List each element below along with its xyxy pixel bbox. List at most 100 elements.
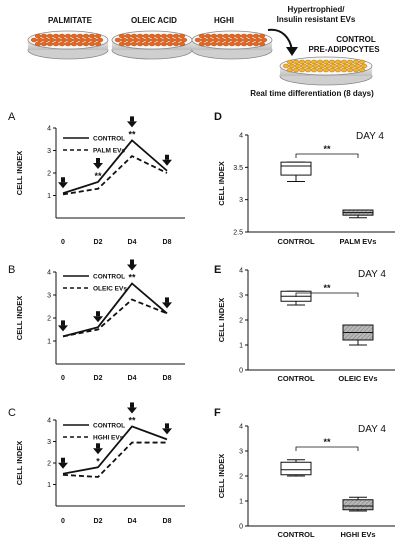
cell	[30, 37, 38, 43]
panel-f-ytick-label: 1	[239, 499, 243, 506]
panel-c-timepoint-arrow-icon	[58, 457, 68, 469]
panel-e-ytick-label: 0	[239, 368, 243, 375]
cell	[154, 41, 162, 47]
cell	[84, 37, 92, 43]
dish-oleic-acid	[111, 30, 193, 60]
panel-b-x-tick-label: D4	[128, 375, 137, 382]
cell	[58, 41, 66, 47]
cell	[40, 33, 48, 39]
cell	[330, 63, 338, 69]
panel-e-box-evs	[342, 324, 374, 346]
panel-a-timepoint-arrow-icon	[93, 158, 103, 169]
cell	[136, 33, 144, 39]
cell	[228, 33, 236, 39]
panel-d-significance-label: **	[323, 144, 331, 154]
cell	[354, 63, 362, 69]
cell	[292, 59, 300, 65]
panel-c-ytick-label: 3	[47, 439, 51, 446]
cell	[258, 41, 266, 47]
panel-b-legend-label: OLEIC EVs	[93, 286, 127, 293]
cell	[246, 41, 254, 47]
dish-label-oleic-acid: OLEIC ACID	[131, 16, 177, 25]
cell	[136, 41, 144, 47]
panel-a-timepoint-arrow-icon-stem	[165, 154, 169, 160]
cell	[64, 33, 72, 39]
cell	[96, 37, 104, 43]
cell	[94, 33, 102, 39]
panel-c-timepoint-arrow-icon	[93, 443, 103, 455]
panel-letter-d: D	[214, 111, 222, 123]
cell	[42, 37, 50, 43]
panel-c-y-axis-label: CELL INDEX	[15, 441, 24, 485]
cell	[352, 67, 360, 73]
cell	[340, 59, 348, 65]
panel-a-x-tick-label: D8	[163, 239, 172, 246]
panel-c-timepoint-arrow-icon-stem	[96, 443, 100, 449]
cell	[198, 33, 206, 39]
panel-e-ytick-label: 3	[239, 293, 243, 300]
panel-f-ytick-label: 3	[239, 449, 243, 456]
cell	[334, 59, 342, 65]
panel-f-x-tick-label: CONTROL	[277, 530, 314, 539]
cell	[310, 67, 318, 73]
cell	[178, 41, 186, 47]
cell	[210, 41, 218, 47]
panel-d-x-tick-label: CONTROL	[277, 237, 314, 246]
panel-c-x-tick-label: D8	[163, 518, 172, 525]
dish-label-hghi: HGHI	[214, 16, 234, 25]
panel-a-legend-label: PALM EVs	[93, 148, 125, 155]
panel-b-ytick-label: 3	[47, 293, 51, 300]
panel-f-ytick-label: 2	[239, 474, 243, 481]
dish-label-palmitate: PALMITATE	[48, 16, 93, 25]
panel-a-series-evs-line	[62, 155, 168, 196]
cell	[248, 37, 256, 43]
panel-a-timepoint-arrow-icon-head	[162, 159, 172, 166]
panel-c-x-tick-label: D4	[128, 518, 137, 525]
panel-f-box-evs	[342, 496, 374, 512]
panel-c-legend-label: CONTROL	[93, 423, 125, 430]
cell	[76, 41, 84, 47]
panel-b-ytick-label: 2	[47, 316, 51, 323]
cell	[124, 33, 132, 39]
panel-b-x-tick-label: D8	[163, 375, 172, 382]
cell	[246, 33, 254, 39]
cell	[340, 67, 348, 73]
cell	[118, 41, 126, 47]
panel-b-timepoint-arrow-icon	[93, 311, 103, 323]
panel-b-x-tick-label: 0	[61, 375, 65, 382]
cell	[318, 63, 326, 69]
panel-a-ytick-label: 1	[47, 193, 51, 200]
panel-a-timepoint-arrow-icon	[162, 154, 172, 166]
cell	[88, 41, 96, 47]
panel-d-y-axis-label: CELL INDEX	[217, 161, 226, 205]
cell	[172, 33, 180, 39]
panel-b-legend-label: CONTROL	[93, 274, 125, 281]
cell	[82, 33, 90, 39]
cell	[216, 41, 224, 47]
cell	[358, 67, 366, 73]
cell	[46, 33, 54, 39]
cell	[306, 63, 314, 69]
cell	[312, 63, 320, 69]
cell	[52, 33, 60, 39]
dish-hghi	[191, 30, 273, 60]
panel-b-ytick-label: 1	[47, 339, 51, 346]
panel-e-ytick-label: 4	[239, 268, 243, 275]
dish-palmitate-cells	[30, 33, 104, 47]
header-schematic: PALMITATE OLEIC ACID HGHI Hypertrophied/…	[27, 5, 380, 98]
panel-a-timepoint-arrow-icon-head	[93, 163, 103, 169]
cell	[288, 63, 296, 69]
panel-a-timepoint-arrow-icon-stem	[96, 158, 100, 163]
cell	[346, 67, 354, 73]
panel-b-timepoint-arrow-icon-head	[127, 264, 137, 271]
culture-dishes	[27, 30, 373, 86]
panel-c-timepoint-arrow-icon-head	[58, 462, 68, 469]
panel-a-timepoint-arrow-icon-head	[127, 121, 137, 128]
cell	[224, 37, 232, 43]
panel-c-timepoint-arrow-icon-head	[93, 448, 103, 455]
dish-oleic-acid-cells	[114, 33, 188, 47]
panel-c-ytick-label: 1	[47, 482, 51, 489]
cell	[60, 37, 68, 43]
cell	[124, 41, 132, 47]
